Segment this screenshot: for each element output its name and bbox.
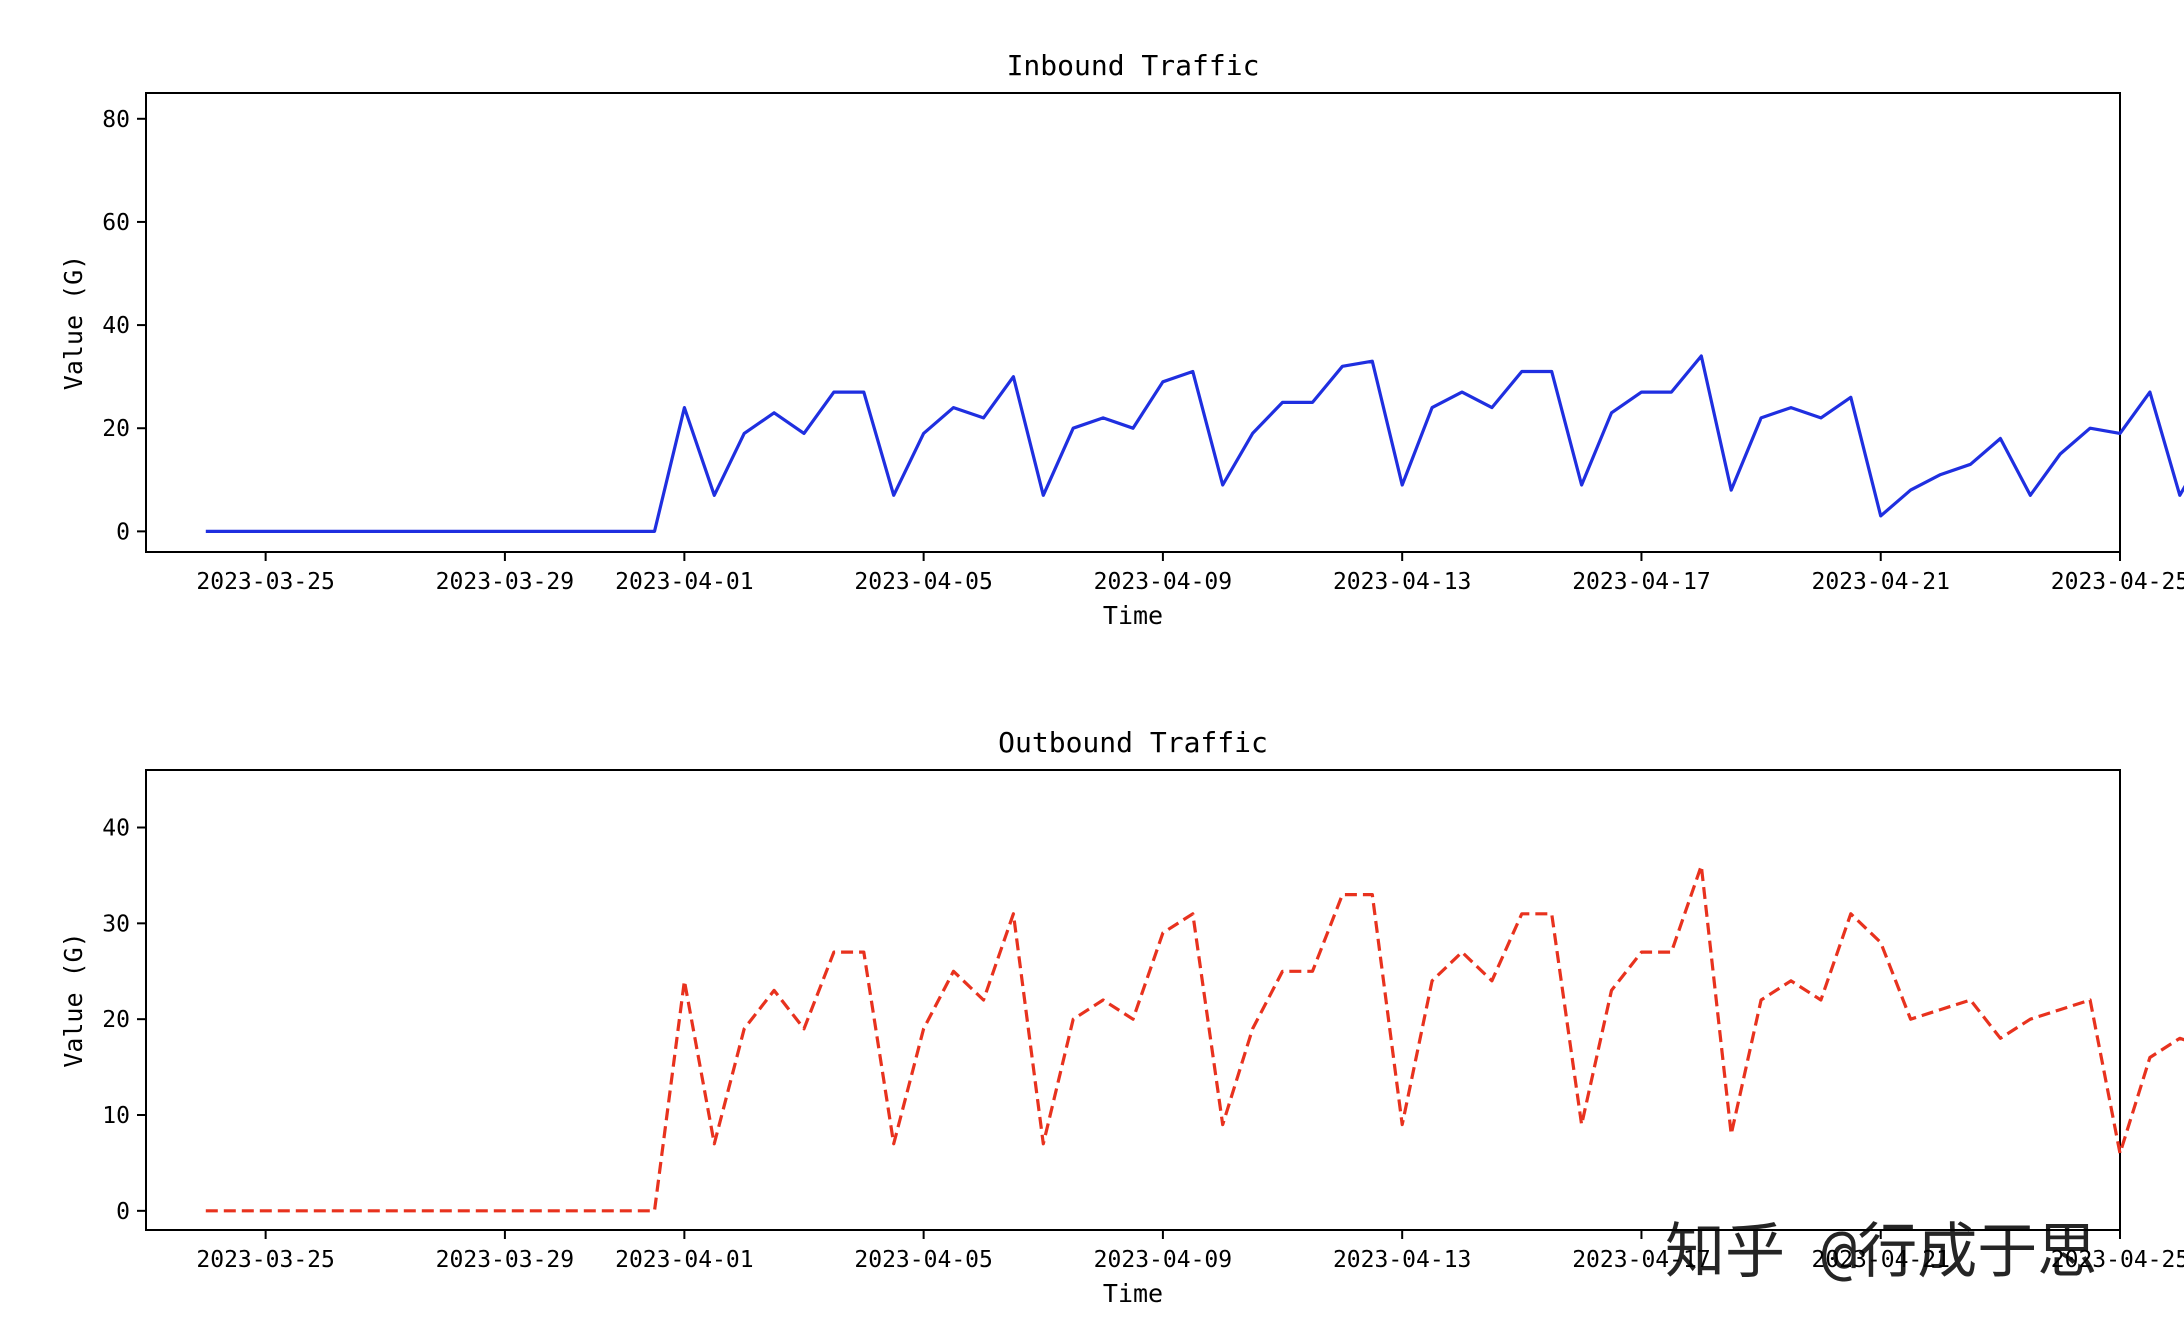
x-tick-label: 2023-04-17 xyxy=(1572,569,1710,595)
x-axis-label: Time xyxy=(1103,1279,1163,1308)
series-line xyxy=(205,354,2184,534)
plot-frame xyxy=(145,769,2121,1231)
watermark-text: 知乎 @行成于思 xyxy=(1665,1217,2097,1287)
series-line xyxy=(205,864,2184,1213)
x-tick-label: 2023-04-09 xyxy=(1094,569,1232,595)
outbound-traffic-chart: Outbound Traffic 0 10 20 30 40 2023-03-25 2023-… xyxy=(59,726,2184,1308)
x-tick-label: 2023-04-13 xyxy=(1333,1247,1471,1273)
y-tick-label: 10 xyxy=(102,1103,130,1129)
y-tick-label: 80 xyxy=(102,107,130,133)
x-tick-label: 2023-04-21 xyxy=(1811,569,1949,595)
chart-title: Inbound Traffic xyxy=(1007,49,1260,82)
y-tick-label: 0 xyxy=(116,519,130,545)
y-tick-label: 0 xyxy=(116,1199,130,1225)
plot-frame xyxy=(145,92,2121,553)
x-axis-label: Time xyxy=(1103,601,1163,630)
y-axis-label: Value (G) xyxy=(59,932,88,1067)
x-tick-label: 2023-04-21 xyxy=(1811,1247,1949,1273)
inbound-traffic-chart: Inbound Traffic 0 20 40 60 80 2023-03-25 2023-0… xyxy=(59,49,2184,630)
x-tick-label: 2023-04-05 xyxy=(854,569,992,595)
x-tick-label: 2023-04-25 xyxy=(2051,1247,2184,1273)
y-axis-label: Value (G) xyxy=(59,255,88,390)
x-tick-label: 2023-03-29 xyxy=(436,569,574,595)
y-tick-label: 40 xyxy=(102,313,130,339)
x-tick-label: 2023-03-25 xyxy=(196,569,334,595)
y-tick-label: 60 xyxy=(102,210,130,236)
x-tick-label: 2023-04-01 xyxy=(615,1247,753,1273)
x-tick-label: 2023-04-09 xyxy=(1094,1247,1232,1273)
y-tick-label: 20 xyxy=(102,1007,130,1033)
x-tick-label: 2023-04-13 xyxy=(1333,569,1471,595)
x-tick-label: 2023-03-29 xyxy=(436,1247,574,1273)
y-tick-label: 30 xyxy=(102,911,130,937)
chart-title: Outbound Traffic xyxy=(998,726,1268,759)
x-tick-label: 2023-04-25 xyxy=(2051,569,2184,595)
x-tick-label: 2023-04-05 xyxy=(854,1247,992,1273)
x-tick-label: 2023-04-01 xyxy=(615,569,753,595)
x-tick-label: 2023-04-17 xyxy=(1572,1247,1710,1273)
x-tick-label: 2023-03-25 xyxy=(196,1247,334,1273)
y-tick-label: 40 xyxy=(102,816,130,842)
y-tick-label: 20 xyxy=(102,416,130,442)
